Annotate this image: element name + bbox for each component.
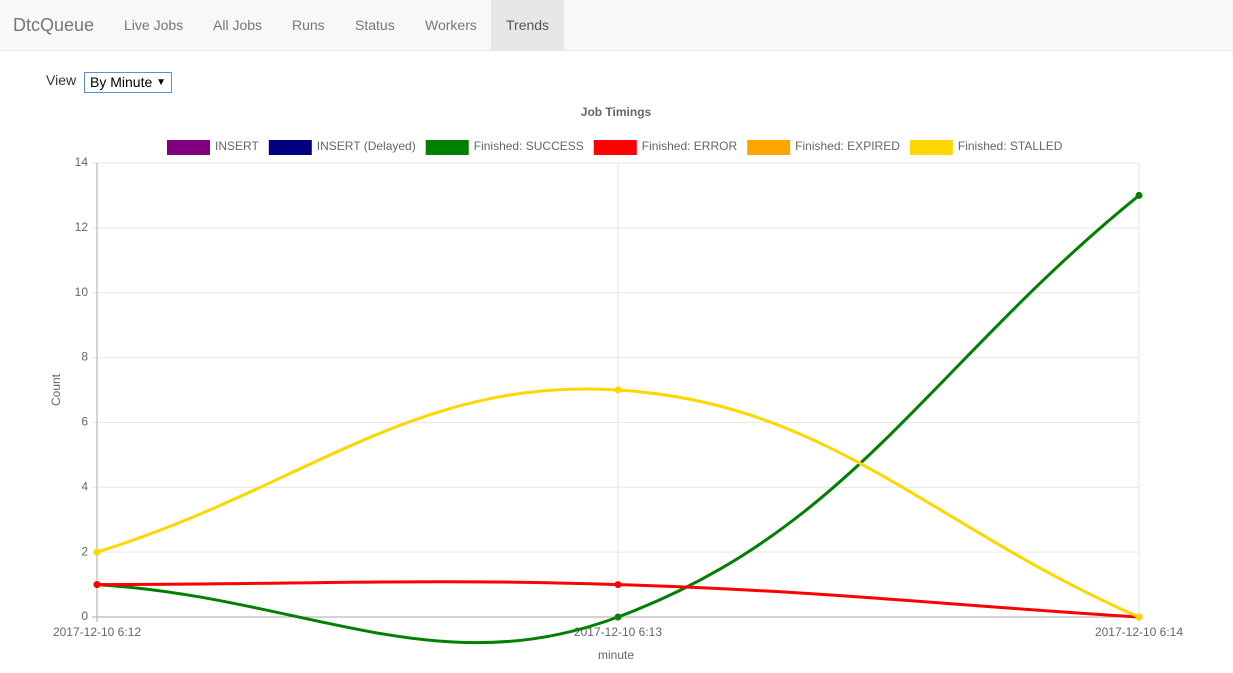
point — [1135, 613, 1143, 621]
y-tick-label: 2 — [81, 544, 88, 558]
nav-link[interactable]: Runs — [292, 17, 325, 33]
legend-label: INSERT (Delayed) — [317, 139, 416, 153]
y-tick-label: 4 — [81, 479, 88, 493]
legend-swatch — [268, 140, 312, 155]
point — [1135, 191, 1143, 199]
legend-label: Finished: ERROR — [642, 139, 738, 153]
legend-label: Finished: SUCCESS — [474, 139, 584, 153]
legend-swatch — [747, 140, 791, 155]
x-tick-label: 2017-12-10 6:14 — [1095, 625, 1183, 639]
chart-title: Job Timings — [581, 105, 652, 119]
y-tick-label: 12 — [75, 220, 89, 234]
legend-label: Finished: EXPIRED — [795, 139, 900, 153]
select-arrow: ▼ — [156, 77, 166, 88]
x-axis-label: minute — [598, 648, 634, 662]
y-tick-label: 10 — [75, 285, 89, 299]
nav-link[interactable]: Status — [355, 17, 395, 33]
x-tick-label: 2017-12-10 6:13 — [574, 625, 662, 639]
point — [93, 581, 101, 589]
legend-swatch — [593, 140, 637, 155]
x-tick-label: 2017-12-10 6:12 — [53, 625, 141, 639]
nav-link[interactable]: Trends — [491, 0, 565, 50]
nav-link[interactable]: Workers — [425, 17, 477, 33]
point — [614, 581, 622, 589]
nav-link[interactable]: All Jobs — [213, 17, 263, 33]
legend-swatch — [909, 140, 953, 155]
nav-link[interactable]: Live Jobs — [124, 17, 184, 33]
view-label: View — [46, 72, 77, 88]
point — [93, 548, 101, 556]
point — [614, 613, 622, 621]
line-series — [96, 194, 1140, 645]
y-tick-label: 14 — [75, 155, 89, 169]
y-tick-label: 6 — [81, 415, 88, 429]
navbar: DtcQueue Live Jobs All Jobs Runs Status Worke… — [0, 0, 1233, 51]
select-value: By Minute — [90, 74, 153, 90]
y-axis-label: Count — [49, 373, 63, 406]
legend-swatch — [167, 140, 210, 155]
brand[interactable]: DtcQueue — [13, 15, 95, 35]
view-select[interactable]: By Minute ▼ — [84, 72, 172, 93]
legend-label: Finished: STALLED — [958, 139, 1063, 153]
y-tick-label: 8 — [81, 350, 88, 364]
point — [614, 386, 622, 394]
legend-swatch — [425, 140, 469, 155]
legend-label: INSERT — [215, 139, 259, 153]
y-tick-label: 0 — [81, 609, 88, 623]
